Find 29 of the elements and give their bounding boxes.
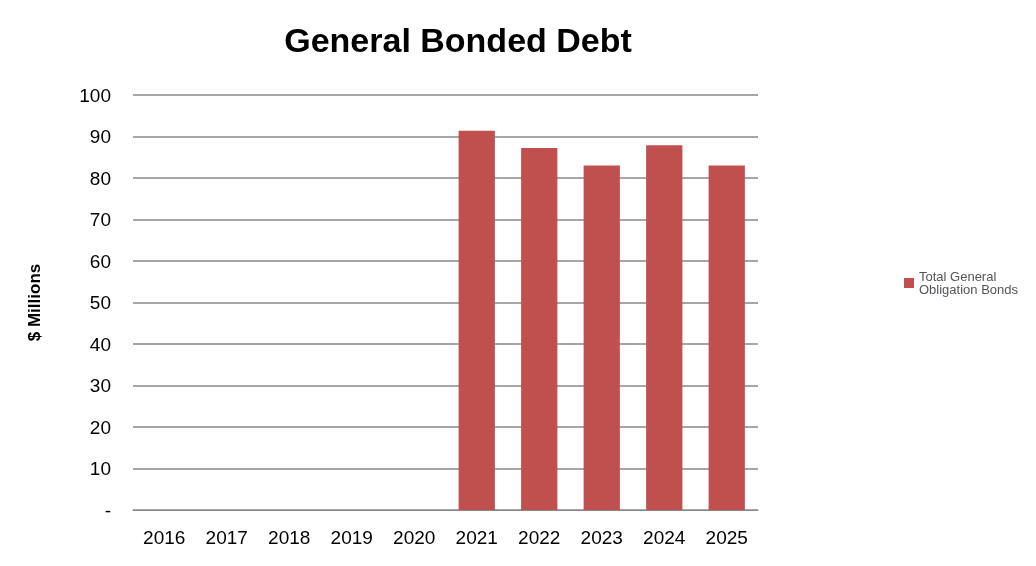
y-tick-label: 70 [89, 209, 111, 230]
x-tick-label: 2017 [205, 527, 248, 548]
legend-label: Total General Obligation Bonds [918, 269, 1019, 297]
x-tick-label: 2022 [518, 527, 561, 548]
y-tick-label: 60 [89, 250, 111, 272]
bar [458, 130, 495, 510]
y-axis-title: $ Millions [25, 263, 44, 342]
y-tick-label: 100 [79, 84, 111, 106]
y-tick-label: - [104, 499, 111, 521]
x-tick-label: 2019 [330, 527, 373, 548]
bar [583, 165, 620, 510]
y-tick-label: 80 [89, 167, 111, 189]
x-tick-label: 2020 [393, 527, 436, 548]
y-tick-label: 30 [89, 375, 111, 396]
y-tick-label: 10 [89, 458, 111, 479]
y-tick-label: 20 [89, 416, 111, 438]
x-tick-label: 2025 [705, 527, 748, 548]
x-tick-label: 2021 [455, 527, 498, 548]
x-tick-label: 2016 [143, 527, 186, 548]
bar [646, 145, 683, 510]
x-tick-label: 2024 [643, 527, 686, 548]
y-tick-label: 50 [89, 292, 111, 313]
bar [521, 148, 558, 510]
bar [708, 165, 745, 510]
y-tick-label: 90 [89, 126, 111, 147]
chart-title: General Bonded Debt [284, 21, 632, 59]
x-tick-label: 2018 [268, 527, 311, 548]
y-tick-label: 40 [89, 333, 111, 355]
x-tick-label: 2023 [580, 527, 623, 548]
